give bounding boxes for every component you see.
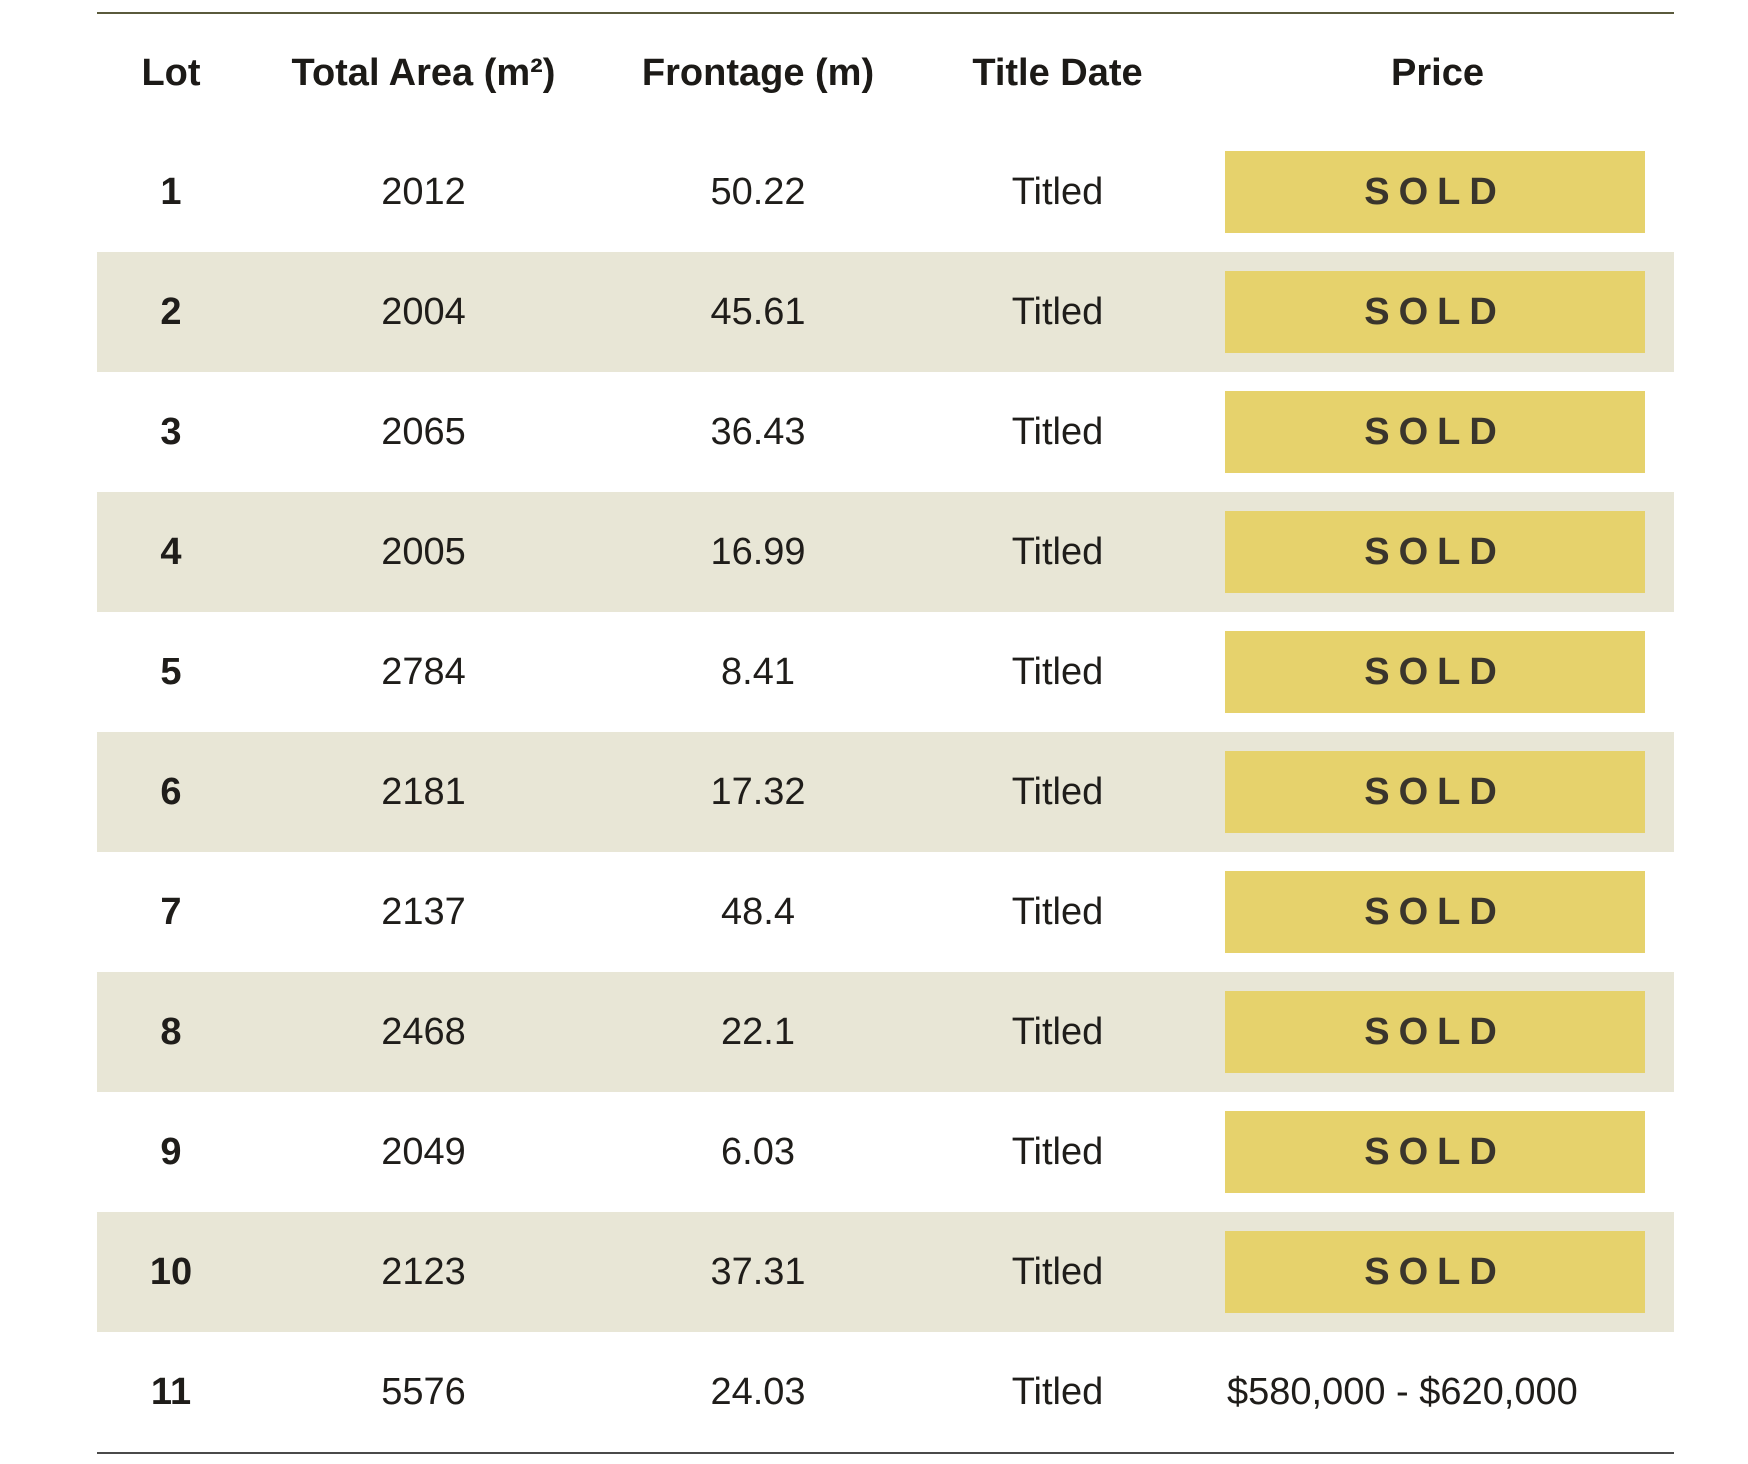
table-row: 3 2065 36.43 Titled SOLD (97, 372, 1674, 492)
cell-frontage: 8.41 (721, 650, 795, 693)
table-top-rule (97, 12, 1674, 14)
table-row: 8 2468 22.1 Titled SOLD (97, 972, 1674, 1092)
header-total-area: Total Area (m²) (291, 51, 556, 94)
sold-badge: SOLD (1225, 151, 1645, 233)
cell-title-date: Titled (1011, 410, 1104, 453)
cell-title-date: Titled (1011, 170, 1104, 213)
cell-price: SOLD (1201, 252, 1674, 372)
cell-title-date: Titled (1011, 1130, 1104, 1173)
table-body: 1 2012 50.22 Titled SOLD 2 2004 45.61 Titled SOLD… (97, 132, 1674, 1452)
cell-lot: 8 (97, 972, 245, 1092)
cell-price: SOLD (1201, 132, 1674, 252)
cell-price: SOLD (1201, 612, 1674, 732)
cell-title-date: Titled (1011, 650, 1104, 693)
cell-title-date: Titled (914, 1212, 1201, 1332)
cell-frontage: 16.99 (602, 492, 914, 612)
sold-badge: SOLD (1225, 1231, 1645, 1313)
header-title-date: Title Date (972, 51, 1143, 94)
cell-price: SOLD (1201, 1092, 1674, 1212)
cell-lot: 11 (150, 1370, 192, 1413)
cell-frontage: 50.22 (710, 170, 806, 213)
table-row: 4 2005 16.99 Titled SOLD (97, 492, 1674, 612)
table-row: 7 2137 48.4 Titled SOLD (97, 852, 1674, 972)
cell-lot: 7 (160, 890, 182, 933)
table-row: 9 2049 6.03 Titled SOLD (97, 1092, 1674, 1212)
cell-total-area: 2065 (381, 410, 466, 453)
lot-pricing-table: Lot Total Area (m²) Frontage (m) Title D… (97, 14, 1674, 1452)
table-row: 10 2123 37.31 Titled SOLD (97, 1212, 1674, 1332)
table-row: 5 2784 8.41 Titled SOLD (97, 612, 1674, 732)
lot-pricing-table-container: Lot Total Area (m²) Frontage (m) Title D… (97, 12, 1674, 1454)
cell-total-area: 2181 (245, 732, 602, 852)
sold-badge: SOLD (1225, 991, 1645, 1073)
header-lot: Lot (141, 51, 201, 94)
cell-title-date: Titled (914, 252, 1201, 372)
header-frontage: Frontage (m) (641, 51, 875, 94)
sold-badge: SOLD (1225, 631, 1645, 713)
header-row: Lot Total Area (m²) Frontage (m) Title D… (97, 14, 1674, 132)
cell-total-area: 2468 (245, 972, 602, 1092)
cell-price: SOLD (1201, 372, 1674, 492)
cell-total-area: 2049 (381, 1130, 466, 1173)
sold-badge: SOLD (1225, 1111, 1645, 1193)
cell-lot: 3 (160, 410, 182, 453)
cell-title-date: Titled (914, 492, 1201, 612)
cell-frontage: 37.31 (602, 1212, 914, 1332)
cell-frontage: 48.4 (721, 890, 795, 933)
cell-frontage: 17.32 (602, 732, 914, 852)
sold-badge: SOLD (1225, 391, 1645, 473)
cell-lot: 1 (160, 170, 182, 213)
cell-price: SOLD (1201, 732, 1674, 852)
cell-total-area: 5576 (381, 1370, 466, 1413)
cell-total-area: 2004 (245, 252, 602, 372)
price-range-text: $580,000 - $620,000 (1227, 1370, 1578, 1413)
header-price: Price (1391, 51, 1484, 94)
sold-badge: SOLD (1225, 871, 1645, 953)
cell-price: SOLD (1201, 972, 1674, 1092)
cell-price: SOLD (1201, 1212, 1674, 1332)
cell-lot: 5 (160, 650, 182, 693)
cell-total-area: 2123 (245, 1212, 602, 1332)
table-row: 6 2181 17.32 Titled SOLD (97, 732, 1674, 852)
cell-total-area: 2005 (245, 492, 602, 612)
cell-title-date: Titled (914, 972, 1201, 1092)
cell-frontage: 24.03 (710, 1370, 806, 1413)
table-row: 2 2004 45.61 Titled SOLD (97, 252, 1674, 372)
sold-badge: SOLD (1225, 511, 1645, 593)
cell-title-date: Titled (914, 732, 1201, 852)
cell-price: $580,000 - $620,000 (1201, 1332, 1674, 1452)
cell-lot: 10 (97, 1212, 245, 1332)
cell-lot: 2 (97, 252, 245, 372)
table-row: 11 5576 24.03 Titled $580,000 - $620,000 (97, 1332, 1674, 1452)
cell-title-date: Titled (1011, 1370, 1104, 1413)
cell-frontage: 22.1 (602, 972, 914, 1092)
cell-lot: 9 (160, 1130, 182, 1173)
cell-lot: 6 (97, 732, 245, 852)
sold-badge: SOLD (1225, 271, 1645, 353)
cell-title-date: Titled (1011, 890, 1104, 933)
cell-frontage: 36.43 (710, 410, 806, 453)
cell-frontage: 6.03 (721, 1130, 795, 1173)
sold-badge: SOLD (1225, 751, 1645, 833)
cell-price: SOLD (1201, 492, 1674, 612)
cell-frontage: 45.61 (602, 252, 914, 372)
table-header: Lot Total Area (m²) Frontage (m) Title D… (97, 14, 1674, 132)
cell-lot: 4 (97, 492, 245, 612)
table-bottom-rule (97, 1452, 1674, 1454)
cell-total-area: 2784 (381, 650, 466, 693)
cell-total-area: 2137 (381, 890, 466, 933)
cell-price: SOLD (1201, 852, 1674, 972)
table-row: 1 2012 50.22 Titled SOLD (97, 132, 1674, 252)
cell-total-area: 2012 (381, 170, 466, 213)
